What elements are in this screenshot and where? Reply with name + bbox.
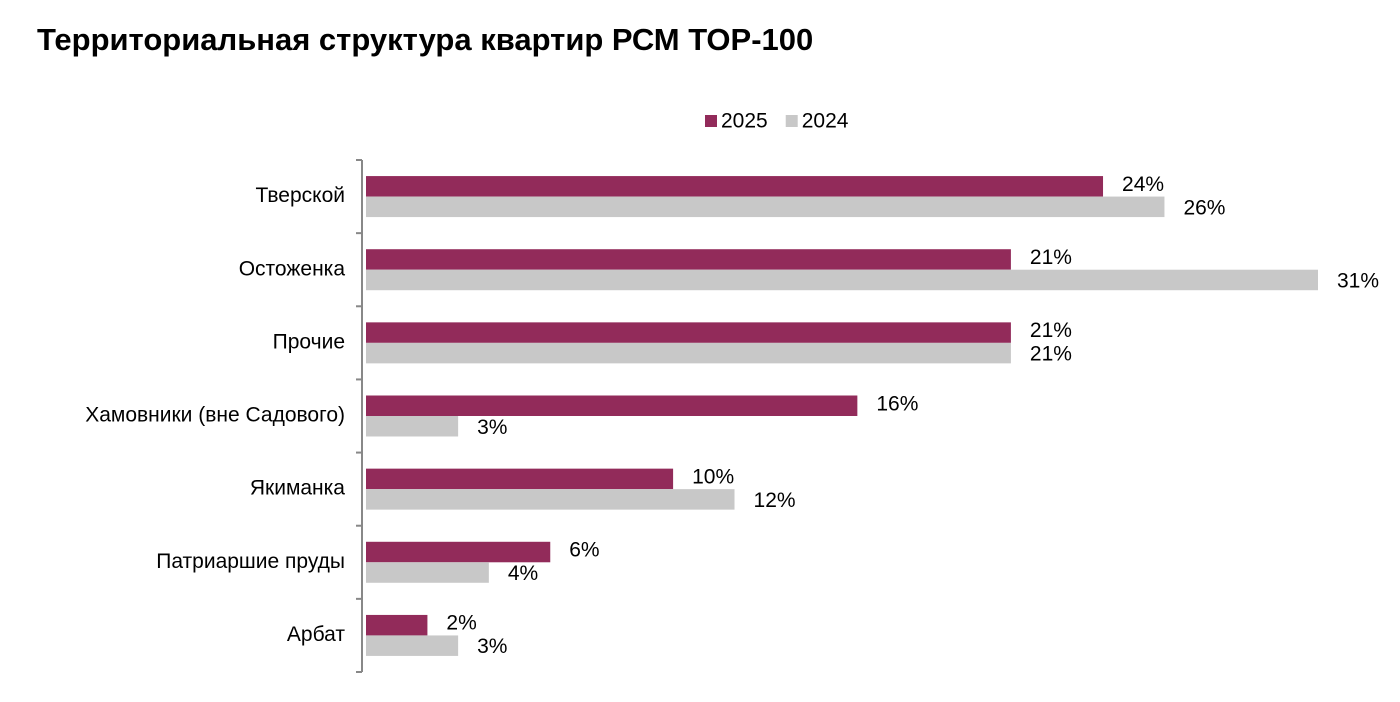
chart-title: Территориальная структура квартир РСМ ТО… — [37, 22, 813, 57]
value-label: 4% — [508, 562, 538, 585]
value-label: 2% — [446, 612, 476, 635]
bar — [366, 176, 1104, 197]
bar — [366, 322, 1011, 343]
value-label: 3% — [477, 416, 507, 439]
bar — [366, 395, 858, 416]
legend-swatch — [785, 115, 798, 127]
value-label: 24% — [1122, 173, 1164, 196]
value-label: 21% — [1030, 246, 1072, 269]
value-label: 21% — [1030, 319, 1072, 342]
value-label: 16% — [876, 392, 918, 415]
legend-swatch — [705, 115, 717, 127]
y-tick-label: Якиманка — [250, 477, 345, 500]
bar — [366, 635, 459, 656]
y-tick-label: Тверской — [255, 184, 345, 207]
legend-label: 2024 — [802, 110, 849, 133]
value-label: 12% — [754, 489, 796, 512]
value-label: 31% — [1337, 270, 1379, 293]
legend-label: 2025 — [721, 110, 768, 133]
bar — [366, 416, 459, 437]
y-tick-label: Хамовники (вне Садового) — [85, 404, 345, 427]
bar — [366, 468, 674, 490]
y-tick-label: Остоженка — [239, 257, 346, 280]
bar — [366, 249, 1011, 270]
y-tick-label: Прочие — [273, 330, 345, 353]
value-label: 26% — [1183, 196, 1225, 219]
bar — [366, 342, 1011, 364]
y-tick-label: Патриаршие пруды — [156, 550, 345, 573]
bar — [366, 269, 1318, 291]
bar — [366, 614, 428, 636]
value-label: 3% — [477, 635, 507, 658]
bar — [366, 541, 551, 563]
bar — [366, 489, 735, 510]
bar — [366, 562, 489, 583]
value-label: 10% — [692, 465, 734, 488]
y-tick-label: Арбат — [287, 623, 345, 646]
bar — [366, 196, 1165, 218]
value-label: 21% — [1030, 343, 1072, 366]
value-label: 6% — [569, 539, 599, 562]
